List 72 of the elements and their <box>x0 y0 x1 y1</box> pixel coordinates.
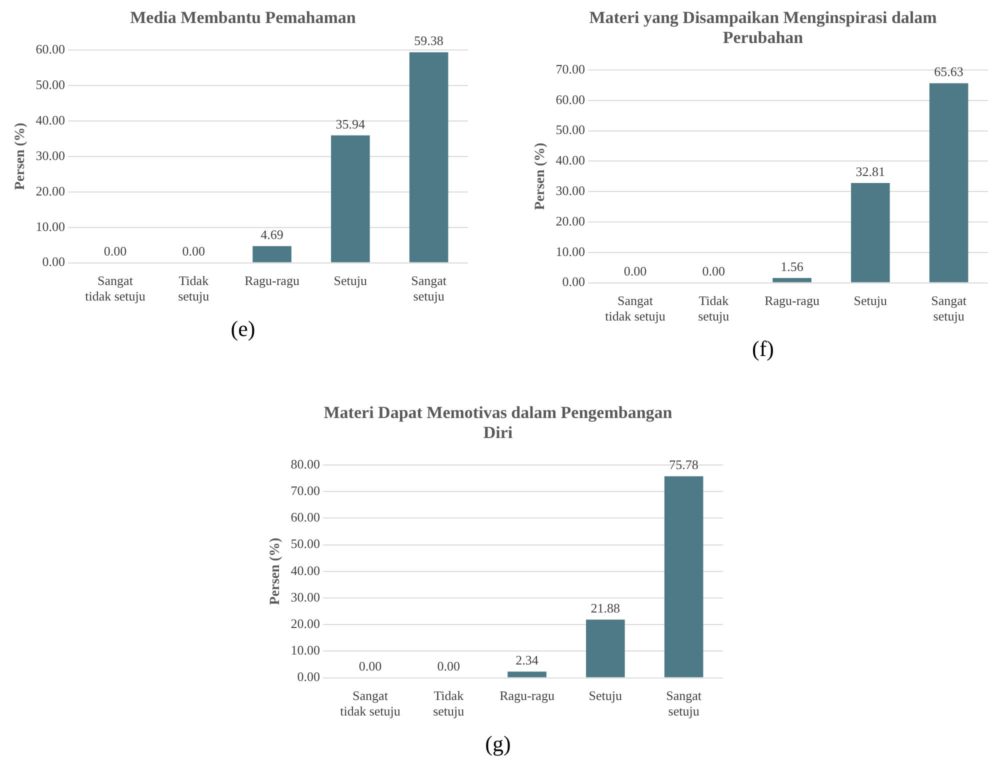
bar <box>664 476 704 678</box>
data-label: 0.00 <box>182 244 206 259</box>
x-tick-label: Tidak setuju <box>698 293 730 324</box>
y-tick-label: 0.00 <box>42 254 66 270</box>
y-tick-label: 0.00 <box>297 669 320 684</box>
y-tick-label: 20.00 <box>290 616 320 632</box>
x-tick-label: Ragu-ragu <box>764 293 820 308</box>
data-label: 21.88 <box>590 600 620 616</box>
bar <box>851 183 890 282</box>
y-tick-label: 20.00 <box>556 213 586 228</box>
x-tick-label: Setuju <box>854 293 888 308</box>
y-tick-label: 60.00 <box>290 510 320 525</box>
y-tick-label: 0.00 <box>562 274 586 290</box>
x-tick-label: Sangat setuju <box>411 273 447 304</box>
y-tick-label: 30.00 <box>290 589 320 604</box>
x-tick-label: Tidak setuju <box>433 688 465 719</box>
data-label: 0.00 <box>437 658 460 674</box>
y-tick-label: 20.00 <box>36 183 66 198</box>
text: (f) <box>751 336 775 362</box>
data-label: 75.78 <box>669 457 698 472</box>
chart-title: Materi yang Disampaikan Menginspirasi dalam Perubahan <box>588 8 938 48</box>
y-tick-label: 40.00 <box>556 152 586 168</box>
data-label: 65.63 <box>934 64 964 80</box>
y-tick-label: 70.00 <box>556 61 586 76</box>
data-label: 35.94 <box>336 116 366 132</box>
data-label: 0.00 <box>358 658 382 674</box>
bar <box>929 83 968 282</box>
bar <box>409 52 448 262</box>
y-axis-title: Persen (%) <box>533 142 548 210</box>
data-label: 4.69 <box>260 227 284 242</box>
y-tick-label: 50.00 <box>290 536 320 552</box>
x-tick-label: Ragu-ragu <box>244 273 300 288</box>
data-label: 0.00 <box>624 264 647 279</box>
bar <box>252 246 292 262</box>
y-tick-label: 40.00 <box>36 112 66 128</box>
x-tick-label: Tidak setuju <box>178 273 210 304</box>
bar <box>508 672 546 678</box>
x-tick-label: Setuju <box>588 688 623 704</box>
y-tick-label: 30.00 <box>556 183 586 198</box>
y-tick-label: 50.00 <box>36 76 66 92</box>
y-axis-title: Persen (%) <box>13 122 28 190</box>
data-label: 2.34 <box>516 652 539 668</box>
y-tick-label: 10.00 <box>556 244 586 259</box>
bar <box>331 135 370 262</box>
y-axis-title: Persen (%) <box>268 537 284 606</box>
x-tick-label: Sangat setuju <box>666 688 702 719</box>
y-tick-label: 60.00 <box>36 41 66 56</box>
text: (g) <box>484 731 512 757</box>
data-label: 1.56 <box>780 258 804 274</box>
chart-title: Materi Dapat Memotivas dalam Pengembangan Diri <box>322 403 674 443</box>
y-tick-label: 80.00 <box>290 456 320 472</box>
y-tick-label: 70.00 <box>290 483 320 498</box>
y-tick-label: 50.00 <box>556 122 586 138</box>
x-tick-label: Ragu-ragu <box>500 688 555 704</box>
data-label: 32.81 <box>856 164 886 179</box>
y-tick-label: 30.00 <box>36 148 66 163</box>
x-tick-label: Sangat tidak setuju <box>340 688 401 719</box>
y-tick-label: 10.00 <box>36 218 66 234</box>
data-label: 0.00 <box>104 244 127 259</box>
y-tick-label: 40.00 <box>290 562 320 578</box>
text: (e) <box>230 316 256 342</box>
y-tick-label: 10.00 <box>290 642 320 658</box>
x-tick-label: Sangat setuju <box>931 293 967 324</box>
y-tick-label: 60.00 <box>556 92 586 107</box>
data-label: 59.38 <box>414 33 444 48</box>
x-tick-label: Setuju <box>334 273 368 288</box>
bar <box>772 278 812 282</box>
chart-title: Media Membantu Pemahaman <box>129 8 357 28</box>
x-tick-label: Sangat tidak setuju <box>605 293 666 324</box>
bar <box>586 620 625 678</box>
x-tick-label: Sangat tidak setuju <box>85 273 146 304</box>
data-label: 0.00 <box>702 264 726 279</box>
